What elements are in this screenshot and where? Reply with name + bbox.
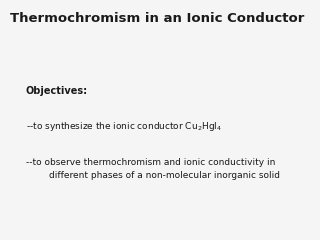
Text: Thermochromism in an Ionic Conductor: Thermochromism in an Ionic Conductor <box>10 12 304 25</box>
Text: --to synthesize the ionic conductor Cu$_2$HgI$_4$: --to synthesize the ionic conductor Cu$_… <box>26 120 222 133</box>
Text: Objectives:: Objectives: <box>26 86 88 96</box>
Text: --to observe thermochromism and ionic conductivity in
        different phases o: --to observe thermochromism and ionic co… <box>26 158 280 180</box>
